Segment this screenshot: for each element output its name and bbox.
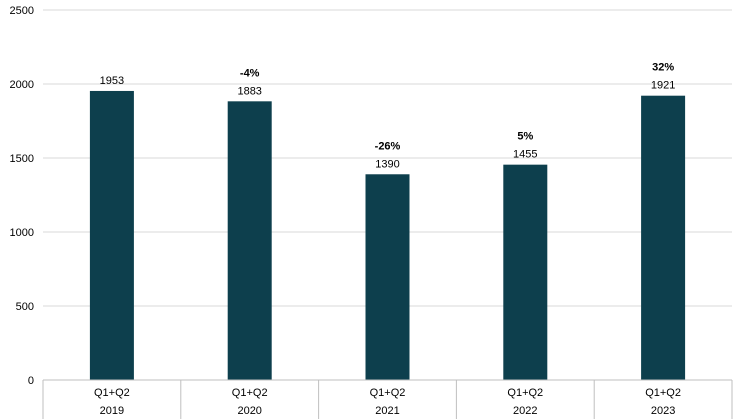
y-axis-tick-labels: 0 500 1000 1500 2000 2500 (10, 5, 34, 387)
x-tick-label-year: 2021 (375, 405, 399, 417)
bar-2020 (227, 101, 272, 380)
y-tick-label: 2500 (10, 5, 34, 17)
value-label: 1921 (651, 80, 675, 92)
value-label: 1953 (100, 75, 124, 87)
x-tick-label-period: Q1+Q2 (507, 387, 543, 399)
x-tick-label-year: 2020 (237, 405, 261, 417)
change-label: -4% (240, 67, 260, 79)
y-tick-label: 2000 (10, 79, 34, 91)
bar-2022 (503, 164, 548, 380)
x-tick-label-period: Q1+Q2 (370, 387, 406, 399)
x-tick-label-year: 2022 (513, 405, 537, 417)
bar-2021 (365, 174, 410, 380)
y-tick-label: 500 (16, 301, 34, 313)
value-label: 1883 (237, 85, 261, 97)
bars (89, 90, 686, 381)
change-label: 32% (652, 62, 674, 74)
grid-lines (43, 9, 732, 307)
value-label: 1390 (375, 158, 399, 170)
bar-2023 (641, 95, 686, 380)
bar-2019 (89, 90, 134, 381)
x-tick-label-period: Q1+Q2 (232, 387, 268, 399)
change-label: -26% (375, 140, 401, 152)
x-axis: Q1+Q2 2019 Q1+Q2 2020 Q1+Q2 2021 Q1+Q2 2022 Q1+Q… (42, 379, 733, 419)
data-labels: 1953 1883 -4% 1390 -26% 1455 5% 1921 32% (100, 62, 676, 171)
y-tick-label: 1500 (10, 153, 34, 165)
x-tick-label-year: 2019 (100, 405, 124, 417)
x-tick-label-period: Q1+Q2 (645, 387, 681, 399)
change-label: 5% (517, 131, 533, 143)
x-tick-label-year: 2023 (651, 405, 675, 417)
x-tick-label-period: Q1+Q2 (94, 387, 130, 399)
value-label: 1455 (513, 149, 537, 161)
y-tick-label: 1000 (10, 227, 34, 239)
y-tick-label: 0 (28, 375, 34, 387)
